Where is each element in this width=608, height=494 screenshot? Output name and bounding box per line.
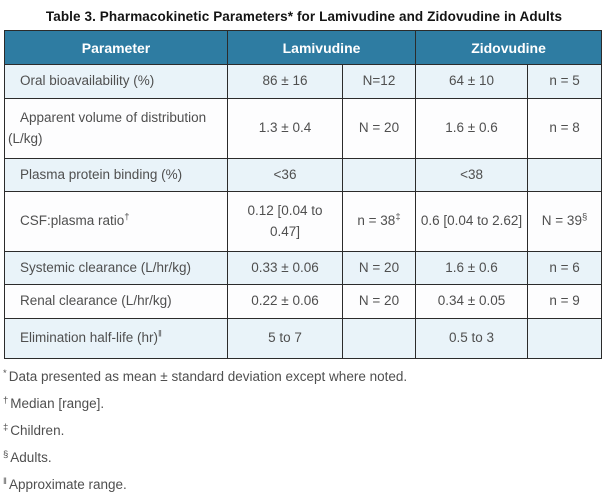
lamivudine-n-cell [341,158,417,192]
table-row-systemic-clearance: Systemic clearance (L/hr/kg) 0.33 ± 0.06… [4,251,603,285]
table-row-csf-plasma-ratio: CSF:plasma ratio† 0.12 [0.04 to 0.47] n … [4,191,603,252]
zidovudine-n-cell [527,318,603,359]
param-sup: † [124,211,130,223]
zidovudine-n-cell: n = 5 [527,64,603,99]
footnote-data-presented: * Data presented as mean ± standard devia… [3,368,608,386]
footnotes: * Data presented as mean ± standard devia… [3,368,608,494]
footnote-marker: § [3,448,9,460]
n-label: N = 20 [358,293,400,309]
zidovudine-n-cell: n = 6 [527,251,603,285]
n-sup: ‡ [395,211,401,223]
lamivudine-n-cell: N=12 [341,64,417,99]
n-label: n = 38 [357,213,396,229]
table-row-volume-of-distribution: Apparent volume of distribution (L/kg) 1… [4,98,603,159]
n-label: N = 20 [358,259,400,275]
lamivudine-n-cell: n = 38‡ [341,191,417,252]
n-label: N = 20 [358,120,400,136]
footnote-text: Children. [10,423,65,438]
n-label: n = 9 [549,293,580,309]
zidovudine-n-cell [527,158,603,192]
footnote-approximate-range: ‖ Approximate range. [3,476,608,494]
lamivudine-n-cell [341,318,417,359]
lamivudine-value-cell: 0.22 ± 0.06 [227,284,343,319]
table-title: Table 3. Pharmacokinetic Parameters* for… [45,9,563,24]
lamivudine-n-cell: N = 20 [341,98,417,159]
zidovudine-value-cell: 1.6 ± 0.6 [415,98,529,159]
param-cell: Renal clearance (L/hr/kg) [4,284,228,319]
zidovudine-value-cell: 0.34 ± 0.05 [415,284,529,319]
zidovudine-n-cell: n = 9 [527,284,603,319]
param-label: Apparent volume of distribution (L/kg) [8,110,207,146]
n-label: n = 8 [549,120,580,136]
param-cell: CSF:plasma ratio† [4,191,228,252]
n-label: N=12 [362,73,396,89]
header-lamivudine: Lamivudine [226,30,417,65]
param-cell: Oral bioavailability (%) [4,64,228,99]
footnote-marker: ‡ [3,421,9,433]
footnote-marker: * [3,367,7,379]
param-label: Systemic clearance (L/hr/kg) [20,259,192,275]
footnote-text: Adults. [10,450,52,465]
header-row: Parameter Lamivudine Zidovudine [4,30,603,65]
n-label: N = 39 [541,213,582,229]
lamivudine-value-cell: 5 to 7 [227,318,343,359]
param-cell: Elimination half-life (hr)‖ [4,318,228,359]
lamivudine-value-cell: 0.12 [0.04 to 0.47] [227,191,343,252]
table-row-plasma-protein-binding: Plasma protein binding (%) <36 <38 [4,158,603,192]
footnote-median-range: † Median [range]. [3,395,608,413]
param-label: Oral bioavailability (%) [20,73,155,89]
footnote-marker: ‖ [3,475,7,487]
n-sup: § [581,211,588,223]
param-sup: ‖ [158,328,162,340]
param-cell: Systemic clearance (L/hr/kg) [4,251,228,285]
zidovudine-value-cell: 64 ± 10 [415,64,529,99]
param-label: Plasma protein binding (%) [20,166,183,182]
footnote-text: Data presented as mean ± standard deviat… [8,369,408,384]
footnote-marker: † [3,394,9,406]
header-parameter: Parameter [4,30,228,65]
zidovudine-value-cell: 1.6 ± 0.6 [415,251,529,285]
zidovudine-value-cell: 0.6 [0.04 to 2.62] [415,191,529,252]
footnote-children: ‡ Children. [3,422,608,440]
lamivudine-value-cell: <36 [227,158,343,192]
param-label: CSF:plasma ratio [20,213,125,229]
n-label: n = 6 [549,259,580,275]
table-row-elimination-half-life: Elimination half-life (hr)‖ 5 to 7 0.5 t… [4,318,603,359]
footnote-text: Approximate range. [8,477,127,492]
zidovudine-value-cell: 0.5 to 3 [415,318,529,359]
table-row-oral-bioavailability: Oral bioavailability (%) 86 ± 16 N=12 64… [4,64,603,99]
table-row-renal-clearance: Renal clearance (L/hr/kg) 0.22 ± 0.06 N … [4,284,603,319]
pharmacokinetic-table: Parameter Lamivudine Zidovudine Oral bio… [4,30,603,359]
lamivudine-value-cell: 0.33 ± 0.06 [227,251,343,285]
footnote-adults: § Adults. [3,449,608,467]
zidovudine-n-cell: N = 39§ [527,191,603,252]
n-label: n = 5 [549,73,580,89]
param-cell: Apparent volume of distribution (L/kg) [4,98,228,159]
lamivudine-value-cell: 86 ± 16 [227,64,343,99]
header-zidovudine: Zidovudine [415,30,603,65]
lamivudine-n-cell: N = 20 [341,251,417,285]
lamivudine-n-cell: N = 20 [341,284,417,319]
param-label: Renal clearance (L/hr/kg) [20,293,172,309]
param-label: Elimination half-life (hr) [20,330,159,346]
param-cell: Plasma protein binding (%) [4,158,228,192]
zidovudine-n-cell: n = 8 [527,98,603,159]
zidovudine-value-cell: <38 [415,158,529,192]
footnote-text: Median [range]. [10,396,105,411]
lamivudine-value-cell: 1.3 ± 0.4 [227,98,343,159]
